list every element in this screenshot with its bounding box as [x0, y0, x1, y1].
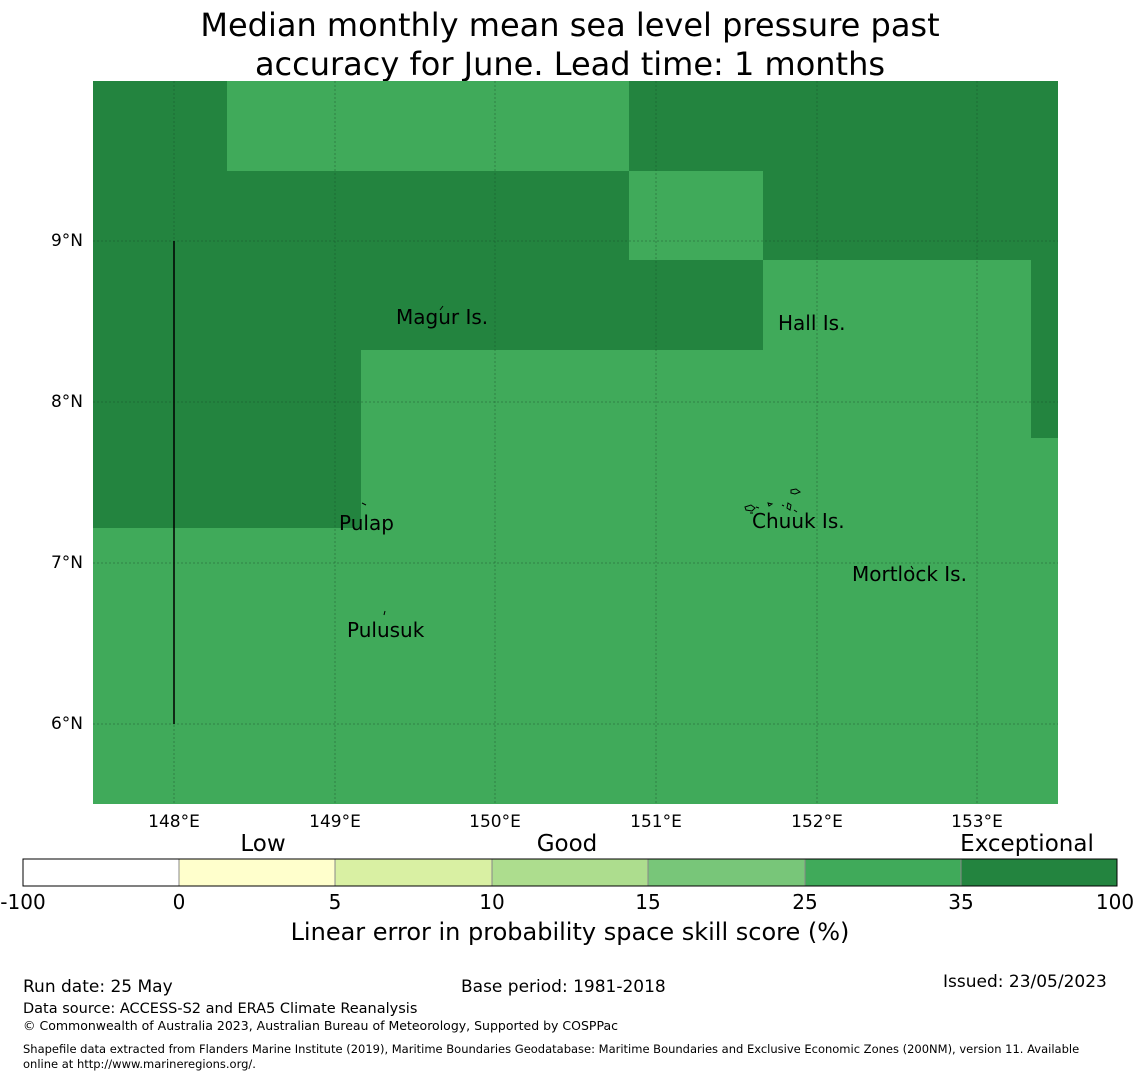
lon-label-152e: 152°E — [791, 812, 843, 832]
colorbar — [22, 858, 1118, 887]
skill-region-exceptional — [93, 81, 227, 528]
colorbar-tick: 35 — [948, 890, 974, 914]
colorbar-segment — [961, 859, 1117, 886]
colorbar-tick: -100 — [0, 890, 46, 914]
lon-label-150e: 150°E — [469, 812, 521, 832]
pulusuk-island-shape — [383, 610, 386, 616]
colorbar-category-low: Low — [240, 831, 286, 857]
lat-label-6n: 6°N — [50, 714, 83, 734]
pulap-island-shape — [361, 502, 367, 506]
issued-date: Issued: 23/05/2023 — [943, 972, 1107, 992]
skill-region-exceptional — [629, 81, 763, 171]
colorbar-tick: 0 — [172, 890, 186, 914]
place-label-chuuk: Chuuk Is. — [752, 509, 845, 533]
colorbar-axis-label: Linear error in probability space skill … — [290, 918, 850, 946]
shapefile-credit: Shapefile data extracted from Flanders M… — [23, 1042, 1080, 1056]
skill-region-exceptional — [629, 260, 763, 350]
colorbar-tick: 15 — [635, 890, 661, 914]
mortlock-island-shape — [910, 565, 914, 570]
lat-label-8n: 8°N — [50, 392, 83, 412]
title-line-2: accuracy for June. Lead time: 1 months — [254, 45, 886, 83]
colorbar-segment — [335, 859, 492, 886]
place-label-mortlock: Mortlock Is. — [852, 562, 967, 586]
place-label-magur: Magur Is. — [396, 305, 489, 329]
colorbar-category-exceptional: Exceptional — [960, 831, 1094, 857]
colorbar-category-good: Good — [536, 831, 598, 857]
lon-label-148e: 148°E — [148, 812, 200, 832]
colorbar-tick: 5 — [328, 890, 342, 914]
lat-label-7n: 7°N — [50, 553, 83, 573]
lon-label-149e: 149°E — [309, 812, 361, 832]
place-label-pulusuk: Pulusuk — [347, 618, 425, 642]
skill-region-exceptional — [1031, 260, 1058, 438]
skill-region-exceptional — [227, 171, 361, 528]
skill-region-exceptional — [361, 171, 629, 350]
shapefile-credit-line-2: online at http://www.marineregions.org/. — [23, 1057, 256, 1071]
skill-region-exceptional — [763, 81, 1058, 260]
title-line-1: Median monthly mean sea level pressure p… — [200, 6, 940, 44]
place-label-pulap: Pulap — [339, 511, 394, 535]
colorbar-segment — [23, 859, 179, 886]
run-date: Run date: 25 May — [23, 977, 173, 997]
lon-label-151e: 151°E — [630, 812, 682, 832]
colorbar-segment — [492, 859, 648, 886]
colorbar-segment — [805, 859, 961, 886]
colorbar-segment — [179, 859, 335, 886]
lat-label-9n: 9°N — [50, 231, 83, 251]
colorbar-tick: 100 — [1095, 890, 1135, 914]
data-source: Data source: ACCESS-S2 and ERA5 Climate … — [23, 1001, 418, 1017]
colorbar-segment — [648, 859, 805, 886]
chart-title: Median monthly mean sea level pressure p… — [0, 6, 1140, 84]
chuuk-island-shape — [744, 488, 802, 514]
colorbar-tick: 25 — [792, 890, 818, 914]
base-period: Base period: 1981-2018 — [461, 977, 666, 997]
copyright: © Commonwealth of Australia 2023, Austra… — [23, 1018, 618, 1033]
island-outlines — [361, 305, 914, 616]
place-label-hall: Hall Is. — [778, 311, 846, 335]
colorbar-tick: 10 — [479, 890, 505, 914]
magur-island-shape — [439, 305, 444, 311]
lon-label-153e: 153°E — [951, 812, 1003, 832]
